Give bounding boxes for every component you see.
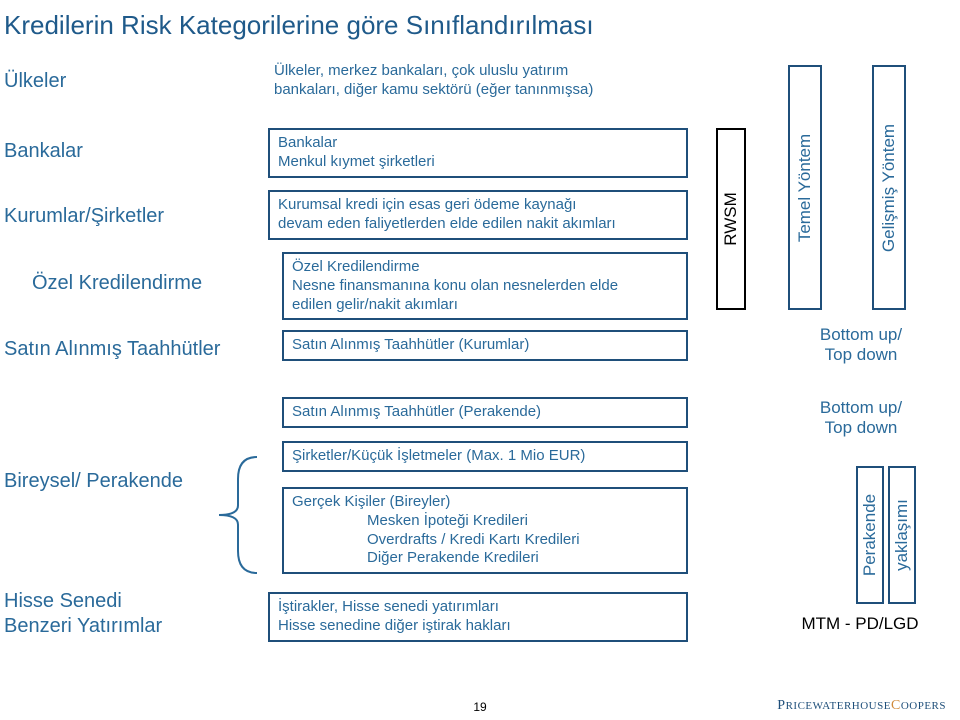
vertical-box: RWSM	[716, 128, 746, 310]
content-line: Hisse senedine diğer iştirak hakları	[278, 617, 678, 636]
right-text-line: Top down	[806, 345, 916, 365]
content-box: Satın Alınmış Taahhütler (Perakende)	[282, 397, 688, 428]
vertical-box-label: Gelişmiş Yöntem	[879, 123, 899, 251]
right-text: MTM - PD/LGD	[790, 614, 930, 634]
page-title: Kredilerin Risk Kategorilerine göre Sını…	[4, 10, 594, 41]
vertical-box: Perakende	[856, 466, 884, 604]
left-label: Özel Kredilendirme	[32, 272, 202, 295]
content-line: edilen gelir/nakit akımları	[292, 296, 678, 315]
content-box: Kurumsal kredi için esas geri ödeme kayn…	[268, 190, 688, 240]
content-line: Kurumsal kredi için esas geri ödeme kayn…	[278, 196, 678, 215]
content-box: Gerçek Kişiler (Bireyler) Mesken İpoteği…	[282, 487, 688, 574]
left-label: Ülkeler	[4, 70, 66, 93]
content-line: Diğer Perakende Kredileri	[292, 549, 678, 568]
logo: PRICEWATERHOUSECOOPERS	[777, 698, 946, 714]
vertical-box-label: yaklaşımı	[892, 499, 912, 571]
content-line: Overdrafts / Kredi Kartı Kredileri	[292, 531, 678, 550]
content-box: BankalarMenkul kıymet şirketleri	[268, 128, 688, 178]
brace-icon	[215, 455, 261, 575]
content-line: bankaları, diğer kamu sektörü (eğer tanı…	[274, 81, 682, 100]
content-box: Özel KredilendirmeNesne finansmanına kon…	[282, 252, 688, 320]
vertical-box: Gelişmiş Yöntem	[872, 65, 906, 310]
content-line: Bankalar	[278, 134, 678, 153]
content-line: devam eden faliyetlerden elde edilen nak…	[278, 215, 678, 234]
left-label: Satın Alınmış Taahhütler	[4, 338, 220, 361]
left-label: Kurumlar/Şirketler	[4, 205, 164, 228]
left-label: Benzeri Yatırımlar	[4, 615, 162, 638]
right-text-line: Bottom up/	[806, 325, 916, 345]
content-line: İştirakler, Hisse senedi yatırımları	[278, 598, 678, 617]
vertical-box-label: Perakende	[860, 494, 880, 576]
content-box: İştirakler, Hisse senedi yatırımlarıHiss…	[268, 592, 688, 642]
right-text: Bottom up/Top down	[806, 325, 916, 366]
content-line: Satın Alınmış Taahhütler (Kurumlar)	[292, 336, 678, 355]
vertical-box: yaklaşımı	[888, 466, 916, 604]
right-text-line: MTM - PD/LGD	[790, 614, 930, 634]
right-text: Bottom up/Top down	[806, 398, 916, 439]
content-line: Mesken İpoteği Kredileri	[292, 512, 678, 531]
left-label: Hisse Senedi	[4, 590, 122, 613]
vertical-box-label: Temel Yöntem	[795, 133, 815, 241]
content-line: Ülkeler, merkez bankaları, çok uluslu ya…	[274, 62, 682, 81]
content-line: Satın Alınmış Taahhütler (Perakende)	[292, 403, 678, 422]
content-line: Gerçek Kişiler (Bireyler)	[292, 493, 678, 512]
content-box: Satın Alınmış Taahhütler (Kurumlar)	[282, 330, 688, 361]
right-text-line: Top down	[806, 418, 916, 438]
left-label: Bireysel/ Perakende	[4, 470, 183, 493]
left-label: Bankalar	[4, 140, 83, 163]
vertical-box: Temel Yöntem	[788, 65, 822, 310]
content-line: Özel Kredilendirme	[292, 258, 678, 277]
content-line: Nesne finansmanına konu olan nesnelerden…	[292, 277, 678, 296]
content-line: Menkul kıymet şirketleri	[278, 153, 678, 172]
content-line: Şirketler/Küçük İşletmeler (Max. 1 Mio E…	[292, 447, 678, 466]
vertical-box-label: RWSM	[721, 192, 741, 246]
content-text: Ülkeler, merkez bankaları, çok uluslu ya…	[274, 62, 682, 100]
content-box: Şirketler/Küçük İşletmeler (Max. 1 Mio E…	[282, 441, 688, 472]
right-text-line: Bottom up/	[806, 398, 916, 418]
